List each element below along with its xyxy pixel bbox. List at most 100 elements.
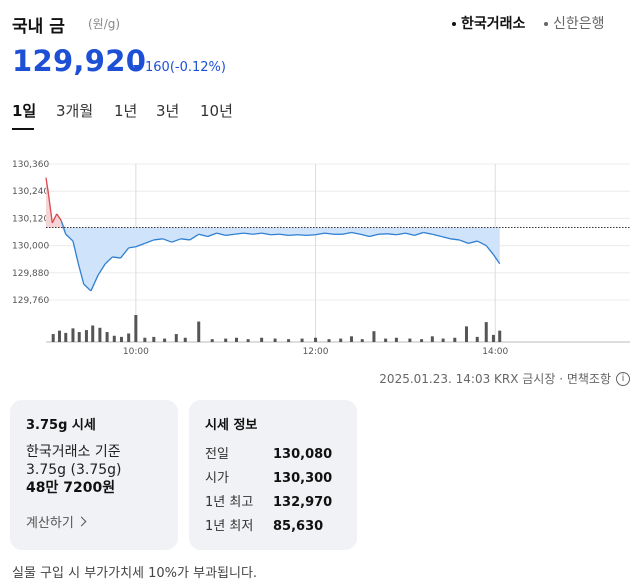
price-line-segment [492,254,501,265]
price-line-segment [360,233,370,238]
tab-1y[interactable]: 1년 [114,102,138,120]
price-line-segment [112,256,121,259]
price-line-segment [387,233,397,236]
volume-bar [464,326,468,342]
price-line-segment [441,235,451,240]
calculate-link[interactable]: 계산하기 [26,512,162,531]
price-line-segment [72,240,79,264]
volume-bar [300,338,304,342]
y-tick-label: 129,760 [12,296,49,306]
volume-bar [246,339,250,342]
volume-bar [384,338,388,342]
volume-bar [112,335,116,342]
page-title: 국내 금 [12,17,65,37]
info-row-prev-close: 전일 130,080 [205,443,341,467]
volume-bar [430,336,434,342]
price-line-segment [342,231,352,235]
volume-bar [408,338,412,342]
volume-bar [339,338,343,342]
source-tab-shinhan[interactable]: 신한은행 [544,13,605,33]
price-line-segment [51,213,58,224]
volume-bar [441,338,445,342]
tab-3m[interactable]: 3개월 [56,102,94,120]
y-tick-label: 130,240 [12,187,49,197]
chevron-right-icon [76,516,87,527]
down-triangle-icon [133,64,141,71]
price-chart[interactable]: 130,360 130,240 130,120 130,000 129,880 129,7… [0,150,640,360]
timestamp-text: 2025.01.23. 14:03 KRX 금시장 · 면책조항 [379,372,611,386]
volume-bar [127,333,131,342]
tab-10y[interactable]: 10년 [200,102,233,120]
volume-bar [394,337,398,342]
volume-bar [57,330,61,342]
price-line-segment [144,239,155,244]
volume-bar [349,336,353,342]
price-line-segment [252,232,262,235]
volume-bar [77,332,81,342]
price-line-segment [423,231,433,235]
volume-bar [134,315,138,342]
volume-bar [174,334,178,342]
volume-bar [84,330,88,342]
info-label: 시가 [205,471,229,486]
price-line-segment [45,177,50,196]
price-line-segment [56,213,62,222]
price-line-segment [207,232,217,238]
info-value: 85,630 [273,519,324,534]
volume-bar [484,322,488,342]
info-icon[interactable]: i [616,371,630,386]
source-label: 한국거래소 [461,16,526,32]
price-line-segment [476,240,487,247]
volume-bar [287,339,291,342]
source-tab-krx[interactable]: 한국거래소 [452,13,525,33]
price-line-segment [315,232,325,236]
price-line-segment [450,238,460,241]
price-line-segment [97,263,106,276]
x-tick-label: 12:00 [303,347,329,357]
price-line-segment [432,233,442,238]
unit-label: (원/g) [88,17,121,31]
y-tick-label: 130,360 [12,160,49,170]
price-line-segment [60,220,67,235]
info-label: 전일 [205,447,229,462]
bullet-icon [544,22,548,26]
volume-bar [197,321,201,342]
price-line-segment [297,234,307,237]
y-tick-label: 129,880 [12,269,49,279]
vat-notice: 실물 구입 시 부가가치세 10%가 부과됩니다. [12,566,258,581]
gold-3-75g-card: 3.75g 시세 한국거래소 기준 3.75g (3.75g) 48만 7200… [10,400,178,550]
price-line-segment [243,232,253,235]
tab-3y[interactable]: 3년 [156,102,180,120]
x-tick-label: 14:00 [482,347,508,357]
info-row-52w-low: 1년 최저 85,630 [205,515,341,539]
price-line-segment [104,256,113,265]
price-line-segment [369,233,379,238]
price-line-segment [48,195,53,224]
info-row-52w-high: 1년 최고 132,970 [205,491,341,515]
price-line-segment [180,238,190,241]
volume-bar [327,339,331,342]
price-line-segment [396,232,406,236]
volume-bar [475,336,479,342]
price-line-segment [405,232,415,237]
volume-bar [491,334,495,342]
price-info-card: 시세 정보 전일 130,080 시가 130,300 1년 최고 132,970 1… [189,400,357,550]
info-label: 1년 최저 [205,519,254,534]
below-baseline-fill [46,227,500,291]
price-line-segment [234,232,244,235]
active-tab-indicator [12,128,34,130]
price-line-segment [120,247,130,259]
price-line-segment [288,234,298,237]
volume-bar [420,339,424,342]
calculate-label: 계산하기 [26,516,74,531]
price-line-segment [198,233,208,238]
price-line-segment [128,246,136,249]
volume-bar [152,336,156,342]
price-line-segment [189,233,200,241]
tab-1d[interactable]: 1일 [12,102,37,120]
volume-bar [260,337,264,342]
volume-bar [498,330,502,342]
volume-bar [91,325,95,342]
volume-bar [163,338,167,342]
info-label: 1년 최고 [205,495,254,510]
